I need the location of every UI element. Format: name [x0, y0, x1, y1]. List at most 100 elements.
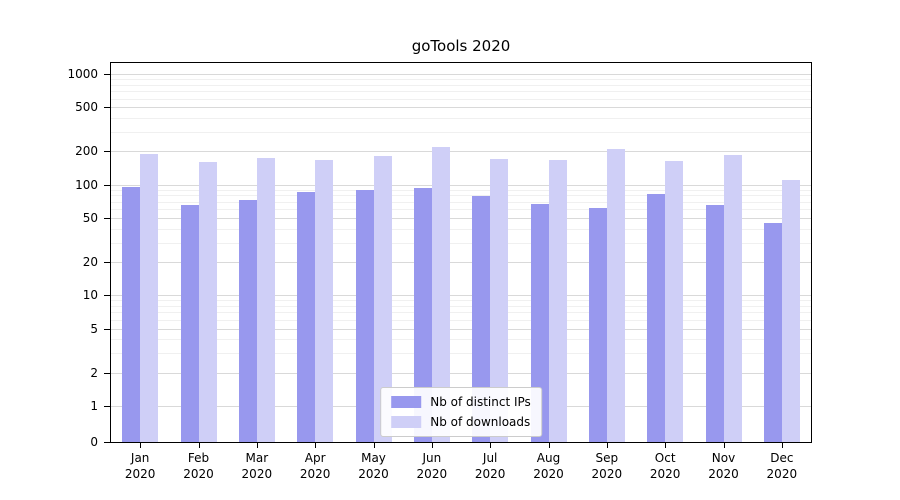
bar-downloads-aug — [548, 159, 567, 442]
y-tick-label: 500 — [75, 100, 98, 115]
gridline — [111, 300, 811, 302]
gridline — [111, 189, 811, 191]
gridline — [111, 339, 811, 341]
x-tick-mark — [548, 443, 550, 448]
x-tick-label: Jun 2020 — [416, 451, 448, 482]
bar-distinct-ips-dec — [763, 223, 782, 442]
bar-downloads-may — [373, 155, 392, 442]
x-tick-mark — [140, 443, 142, 448]
legend-label-distinct-ips: Nb of distinct IPs — [430, 395, 531, 409]
x-tick-mark — [490, 443, 492, 448]
bar-downloads-jan — [140, 153, 159, 442]
y-tick-mark — [104, 262, 110, 264]
y-tick-label: 20 — [82, 255, 98, 270]
gridline — [111, 328, 811, 330]
x-tick-label: Sep 2020 — [591, 451, 623, 482]
x-tick-label: Jul 2020 — [474, 451, 506, 482]
x-tick-mark — [431, 443, 433, 448]
y-tick-mark — [104, 107, 110, 109]
legend-swatch-distinct-ips — [391, 396, 422, 408]
gridline — [111, 131, 811, 133]
gridline — [111, 118, 811, 120]
y-tick-label: 1000 — [67, 67, 98, 81]
x-tick-mark — [315, 443, 317, 448]
gridline — [111, 312, 811, 314]
bar-distinct-ips-aug — [530, 203, 549, 442]
gridline — [111, 242, 811, 244]
y-tick-mark — [104, 406, 110, 407]
gridline — [111, 151, 811, 153]
gridline — [111, 74, 811, 75]
y-tick-mark — [104, 184, 110, 186]
x-tick-label: Nov 2020 — [708, 451, 739, 482]
y-tick-mark — [104, 295, 110, 297]
x-tick-label: Oct 2020 — [649, 451, 681, 482]
x-tick-label: Apr 2020 — [299, 451, 331, 482]
gridline — [111, 201, 811, 203]
y-tick-mark — [104, 151, 110, 153]
x-tick-label: Jan 2020 — [124, 451, 156, 482]
gridline — [111, 107, 811, 109]
gridline — [111, 98, 811, 100]
x-tick-mark — [781, 443, 783, 448]
y-tick-mark — [104, 74, 110, 75]
x-tick-label: Feb 2020 — [183, 451, 214, 482]
bar-downloads-sep — [606, 149, 625, 442]
bar-downloads-mar — [256, 157, 275, 442]
gridline — [111, 184, 811, 186]
gridline — [111, 295, 811, 297]
x-tick-mark — [198, 443, 200, 448]
y-tick-mark — [104, 217, 110, 219]
x-tick-label: Mar 2020 — [241, 451, 273, 482]
y-tick-label: 2 — [90, 365, 98, 380]
bar-downloads-nov — [723, 154, 742, 442]
gridline — [111, 319, 811, 321]
legend-item-distinct-ips: Nb of distinct IPs — [391, 395, 531, 409]
x-tick-label: Aug 2020 — [533, 451, 564, 482]
gridline — [111, 306, 811, 308]
gridline — [111, 228, 811, 230]
chart-title: goTools 2020 — [411, 37, 511, 55]
bar-downloads-dec — [781, 180, 800, 442]
legend-item-downloads: Nb of downloads — [391, 415, 531, 429]
bar-distinct-ips-nov — [705, 205, 724, 442]
gridline — [111, 209, 811, 211]
gridline — [111, 79, 811, 81]
bar-distinct-ips-jun — [413, 188, 432, 442]
y-tick-label: 1 — [90, 399, 98, 413]
y-tick-label: 50 — [82, 210, 98, 225]
gridline — [111, 195, 811, 197]
gridline — [111, 262, 811, 264]
x-tick-label: Dec 2020 — [766, 451, 798, 482]
x-tick-mark — [665, 443, 667, 448]
y-tick-mark — [104, 442, 110, 443]
bar-distinct-ips-sep — [588, 207, 607, 442]
plot-area: Nb of distinct IPs Nb of downloads — [110, 62, 812, 443]
x-tick-label: May 2020 — [358, 451, 389, 482]
bar-downloads-feb — [198, 162, 217, 442]
y-tick-label: 5 — [90, 321, 98, 336]
bar-distinct-ips-mar — [238, 199, 257, 442]
legend-swatch-downloads — [391, 416, 422, 428]
bar-distinct-ips-apr — [297, 192, 316, 442]
bar-distinct-ips-jan — [122, 187, 141, 442]
bar-downloads-apr — [315, 160, 334, 442]
x-tick-mark — [256, 443, 258, 448]
bar-downloads-jun — [431, 146, 450, 442]
gridline — [111, 372, 811, 374]
x-tick-mark — [373, 443, 375, 448]
gridline — [111, 353, 811, 355]
bar-distinct-ips-may — [355, 189, 374, 442]
y-tick-label: 100 — [75, 177, 98, 192]
bar-downloads-jul — [490, 158, 509, 442]
gridline — [111, 91, 811, 93]
gridline — [111, 217, 811, 219]
legend: Nb of distinct IPs Nb of downloads — [380, 387, 542, 437]
y-tick-label: 0 — [90, 435, 98, 449]
bar-distinct-ips-feb — [180, 204, 199, 442]
bar-downloads-oct — [665, 161, 684, 442]
x-tick-mark — [723, 443, 725, 448]
y-tick-label: 10 — [82, 288, 98, 303]
bar-distinct-ips-jul — [472, 196, 491, 442]
